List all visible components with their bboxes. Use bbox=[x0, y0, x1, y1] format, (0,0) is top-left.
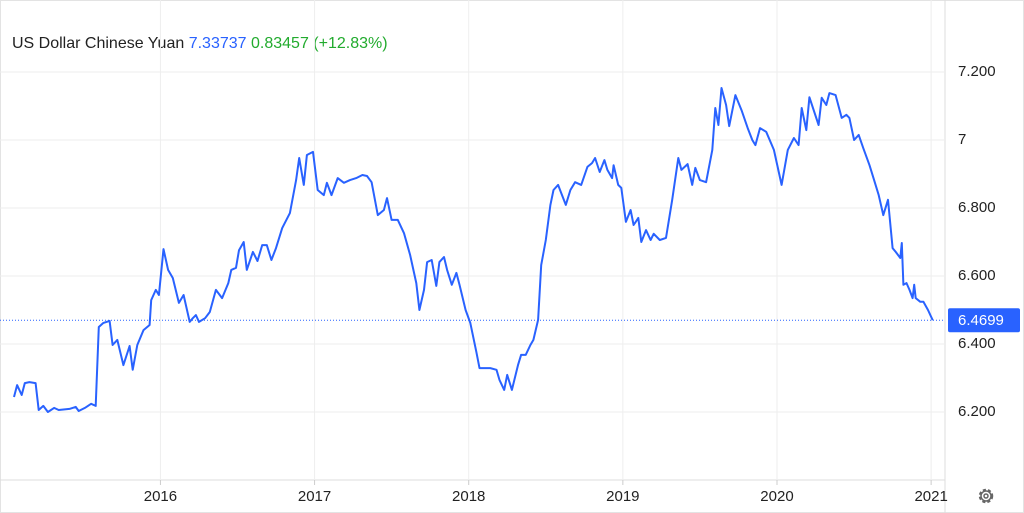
y-tick-label: 6.800 bbox=[958, 199, 996, 216]
x-tick-label: 2020 bbox=[760, 488, 793, 505]
y-tick-label: 6.200 bbox=[958, 403, 996, 420]
x-tick-label: 2019 bbox=[606, 488, 639, 505]
y-tick-label: 6.400 bbox=[958, 335, 996, 352]
y-tick-label: 7 bbox=[958, 131, 966, 148]
x-tick-label: 2016 bbox=[144, 488, 177, 505]
change: 0.83457 bbox=[251, 35, 309, 52]
x-tick-label: 2018 bbox=[452, 488, 485, 505]
last-value-label: 6.4699 bbox=[958, 312, 1004, 329]
y-tick-label: 7.200 bbox=[958, 63, 996, 80]
x-tick-label: 2017 bbox=[298, 488, 331, 505]
title: US Dollar Chinese Yuan bbox=[12, 35, 184, 52]
y-tick-label: 6.600 bbox=[958, 267, 996, 284]
chart-title: US Dollar Chinese Yuan 7.33737 0.83457 (… bbox=[12, 35, 388, 52]
x-tick-label: 2021 bbox=[914, 488, 947, 505]
change-pct: (+12.83%) bbox=[313, 35, 387, 52]
settings-icon[interactable] bbox=[978, 488, 994, 504]
price: 7.33737 bbox=[189, 35, 247, 52]
last-value-box bbox=[948, 308, 1020, 333]
price-line bbox=[13, 87, 934, 413]
